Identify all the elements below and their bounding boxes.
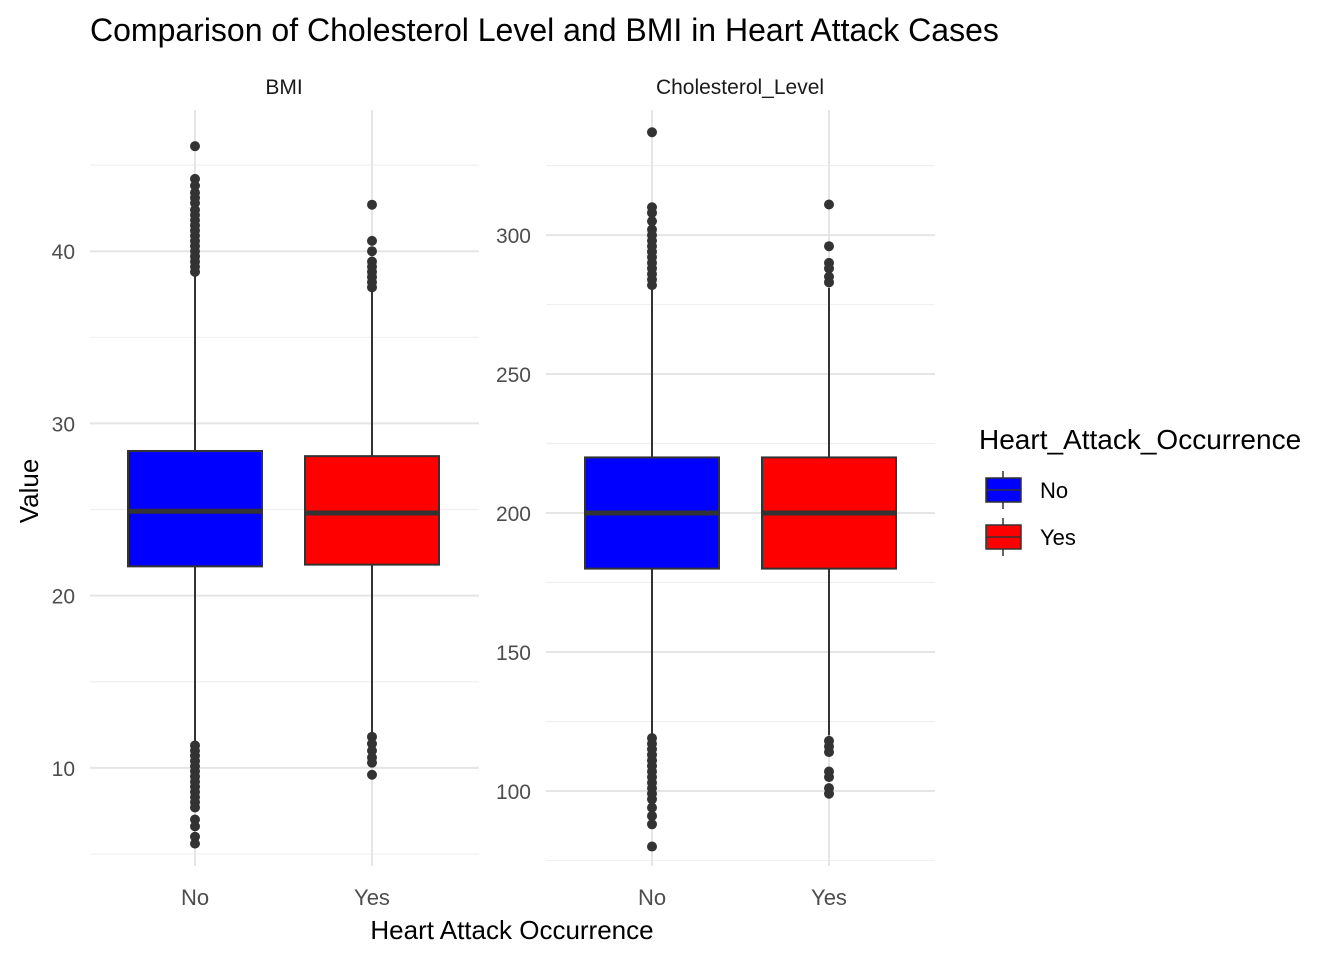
panel-cholesterol-level: Cholesterol_Level 100 150 200 250 300 No Yes <box>496 76 935 910</box>
y-tick-label: 200 <box>496 503 531 526</box>
facet-panels: BMI 10 20 30 40 No Yes Cholesterol_Level 100 150 2… <box>52 76 935 910</box>
outlier-point <box>367 769 377 780</box>
box-iqr <box>127 449 263 568</box>
legend-title: Heart_Attack_Occurrence <box>979 424 1301 455</box>
outlier-point <box>367 199 377 210</box>
outlier-point <box>824 277 834 288</box>
outlier-point <box>647 280 657 291</box>
outlier-point <box>824 747 834 758</box>
outlier-point <box>190 814 200 825</box>
x-tick-label: Yes <box>354 885 390 910</box>
y-tick-label: 100 <box>496 781 531 804</box>
facet-strip-label: Cholesterol_Level <box>656 76 824 99</box>
outlier-point <box>824 772 834 783</box>
outlier-point <box>824 241 834 252</box>
y-tick-label: 40 <box>52 241 75 264</box>
y-tick-label: 30 <box>52 413 75 436</box>
legend-key-yes <box>985 518 1022 556</box>
outlier-point <box>647 802 657 813</box>
outlier-point <box>647 207 657 218</box>
outlier-point <box>190 197 200 208</box>
outlier-point <box>647 841 657 852</box>
x-tick-label: No <box>638 885 666 910</box>
outlier-point <box>190 180 200 191</box>
y-tick-label: 10 <box>52 758 75 781</box>
outlier-point <box>367 731 377 742</box>
outlier-point <box>367 282 377 293</box>
outlier-point <box>647 819 657 830</box>
boxplot-yes <box>761 199 897 799</box>
y-axis-title: Value <box>14 459 44 524</box>
chart-title: Comparison of Cholesterol Level and BMI … <box>90 12 999 48</box>
legend-key-no <box>985 471 1022 509</box>
outlier-point <box>367 757 377 768</box>
outlier-point <box>190 802 200 813</box>
boxplot-yes <box>304 199 440 780</box>
outlier-point <box>647 127 657 138</box>
x-tick-label: Yes <box>811 885 847 910</box>
legend-label-no: No <box>1040 478 1068 503</box>
outlier-point <box>824 263 834 274</box>
panel-bmi: BMI 10 20 30 40 No Yes <box>52 76 479 910</box>
outlier-point <box>190 831 200 842</box>
y-tick-label: 250 <box>496 364 531 387</box>
legend: No Yes <box>985 471 1076 556</box>
outlier-point <box>647 794 657 805</box>
outlier-point <box>647 216 657 227</box>
boxplot-no <box>127 141 263 849</box>
x-axis-title: Heart Attack Occurrence <box>370 915 653 945</box>
outlier-point <box>190 266 200 277</box>
legend-label-yes: Yes <box>1040 525 1076 550</box>
outlier-point <box>367 235 377 246</box>
facet-strip-label: BMI <box>265 76 302 99</box>
boxplot-no <box>584 127 720 852</box>
outlier-point <box>824 199 834 210</box>
outlier-point <box>190 838 200 849</box>
outlier-point <box>367 745 377 756</box>
y-tick-label: 150 <box>496 642 531 665</box>
outlier-point <box>190 141 200 152</box>
outlier-point <box>367 738 377 749</box>
outlier-point <box>190 821 200 832</box>
outlier-point <box>367 246 377 257</box>
outlier-point <box>824 788 834 799</box>
outlier-point <box>647 810 657 821</box>
outlier-point <box>190 173 200 184</box>
x-tick-label: No <box>181 885 209 910</box>
box-iqr <box>304 455 440 566</box>
y-tick-label: 20 <box>52 586 75 609</box>
y-tick-label: 300 <box>496 225 531 248</box>
